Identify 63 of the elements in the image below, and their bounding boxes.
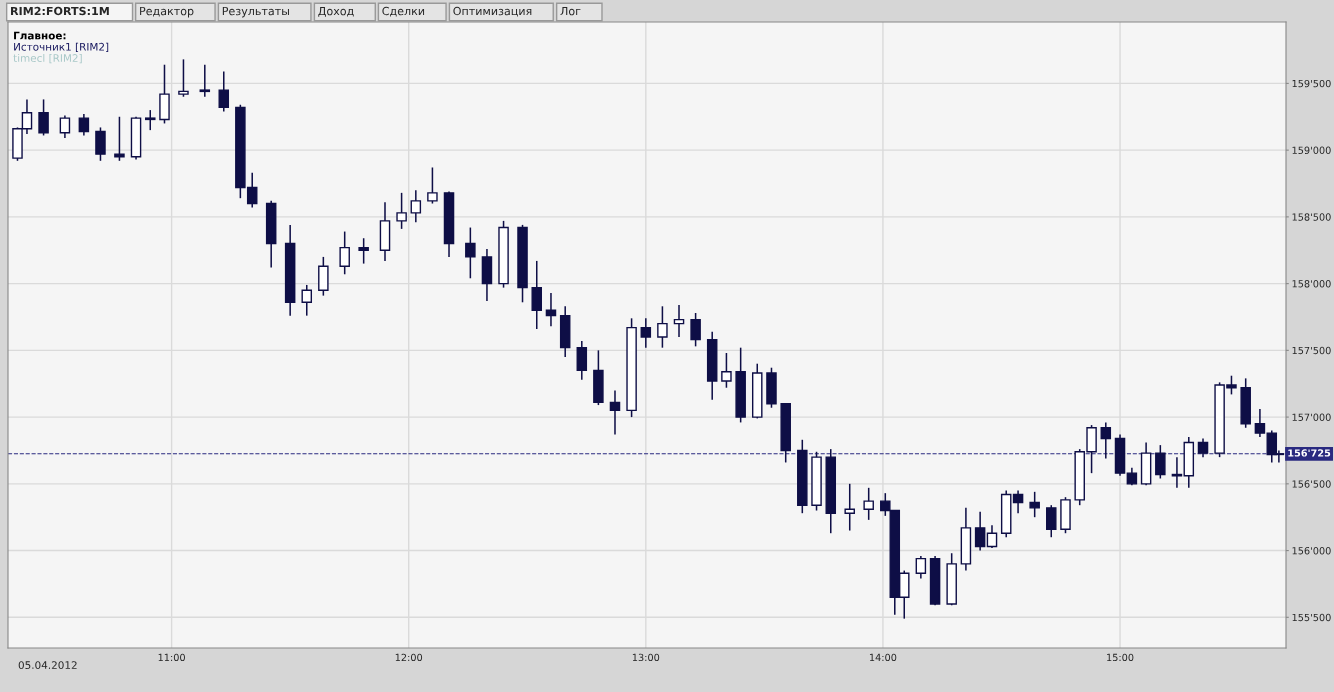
candlestick xyxy=(863,487,874,521)
annotation: Главное: xyxy=(14,31,66,40)
y-tick-label: 159'000 xyxy=(1292,146,1331,154)
candlestick xyxy=(531,260,543,330)
y-tick-label: 158'000 xyxy=(1292,280,1331,288)
x-tick-label: 12:00 xyxy=(395,653,423,662)
candlestick xyxy=(410,189,422,223)
text: Редактор xyxy=(140,6,194,18)
candlestick xyxy=(114,116,125,162)
candlestick xyxy=(986,524,998,549)
y-tick-label: 156'500 xyxy=(1292,480,1331,488)
candlestick xyxy=(721,352,732,389)
x-tick-label: 14:00 xyxy=(869,653,897,662)
text: Сделки xyxy=(382,6,425,17)
candlestick xyxy=(1171,456,1183,489)
text: RIM2:FORTS:1M xyxy=(11,6,109,16)
candlestick xyxy=(199,63,211,98)
candlestick xyxy=(145,109,156,131)
candlestick xyxy=(1197,437,1209,458)
y-tick-label: 157'000 xyxy=(1292,413,1331,421)
ref-line-label: 156'725 xyxy=(1288,449,1331,457)
candlestick xyxy=(609,389,621,436)
candlestick xyxy=(218,70,230,113)
candlestick xyxy=(95,126,106,162)
x-tick-label: 13:00 xyxy=(632,653,660,662)
candlestick xyxy=(1029,491,1040,518)
y-tick-label: 157'500 xyxy=(1292,346,1331,355)
candlestick xyxy=(38,98,49,137)
text: Лог xyxy=(560,6,581,16)
y-tick-label: 156'000 xyxy=(1292,547,1331,555)
candlestick xyxy=(915,555,927,580)
candlestick xyxy=(576,340,588,381)
candlestick xyxy=(1155,444,1166,480)
candlestick xyxy=(78,113,90,137)
y-tick-label: 155'500 xyxy=(1292,613,1331,622)
candlestick xyxy=(673,304,685,338)
candlestick xyxy=(1100,421,1112,460)
candlestick xyxy=(465,226,476,280)
x-tick-label: 11:00 xyxy=(158,653,185,662)
x-tick-label: 15:00 xyxy=(1107,653,1134,662)
candlestick xyxy=(339,230,350,276)
candlestick xyxy=(358,237,369,265)
candlestick xyxy=(657,305,668,349)
candlestick xyxy=(690,312,701,348)
annotation: timecl [RIM2] xyxy=(13,53,82,64)
candlestick xyxy=(1012,489,1024,514)
annotation: Источник1 [RIM2] xyxy=(14,42,109,52)
candlestick xyxy=(974,511,986,552)
candlestick xyxy=(1254,408,1266,438)
text: Результаты xyxy=(222,6,289,18)
text: 05.04.2012 xyxy=(18,661,77,670)
candlestick xyxy=(427,166,438,205)
text: Оптимизация xyxy=(453,6,532,17)
candlestick xyxy=(640,317,652,349)
candlestick xyxy=(844,483,855,532)
text: Доход xyxy=(318,6,354,17)
candlestick xyxy=(301,284,313,317)
candlestick xyxy=(396,192,407,230)
y-tick-label: 158'500 xyxy=(1292,213,1331,221)
y-tick-label: 159'500 xyxy=(1292,79,1331,88)
candlestick xyxy=(1046,504,1057,538)
candlestick xyxy=(59,114,71,139)
candlestick xyxy=(178,58,189,98)
